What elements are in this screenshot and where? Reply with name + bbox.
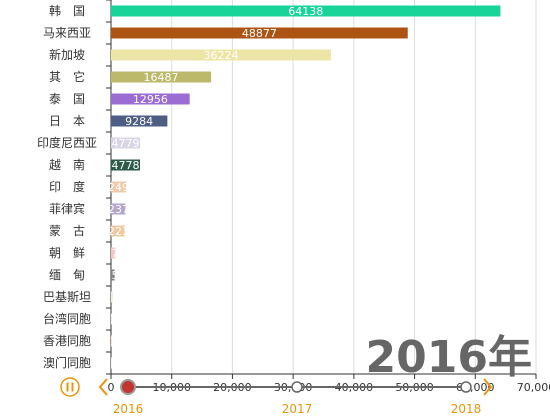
category-label: 缅 甸 [49,268,85,282]
bar-value-label: 36224 [203,49,238,62]
bar [111,49,331,61]
bar [111,203,126,215]
bar [111,137,141,149]
bar-value-label: 4778 [112,159,140,172]
x-tick-label: 70,000 [517,381,550,394]
timeline-year-label[interactable]: 2016 [113,402,144,416]
bar [111,27,408,39]
category-label: 印 度 [49,179,85,194]
bar-value-label: 2237 [108,225,136,238]
timeline-year-label[interactable]: 2018 [451,402,482,416]
bar [111,313,112,325]
category-label: 澳门同胞 [43,355,91,370]
x-tick-label: 0 [108,381,115,394]
bar [111,291,114,303]
year-label: 2016年 [366,332,532,383]
category-label: 台湾同胞 [43,311,91,326]
category-label: 蒙 古 [49,223,85,238]
bar [111,247,116,259]
bar-value-label: 13.6 [110,313,135,326]
grid-lines [171,0,537,374]
bar-value-label: 717 [112,247,133,260]
bar [111,269,115,281]
bar-value-label: 594 [112,269,133,282]
bar-value-label: 12956 [133,93,168,106]
bar [111,115,168,127]
bar-value-label: 2371 [108,203,136,216]
bar-value-label: 9284 [125,115,153,128]
category-label: 越 南 [49,157,85,172]
next-arrow-icon[interactable] [483,378,493,396]
timeline-current-marker[interactable] [120,379,136,395]
bar [111,335,112,347]
prev-arrow-icon[interactable] [98,378,108,396]
bar-value-label: 1.1 [113,357,131,370]
pause-icon[interactable] [60,377,80,397]
bar-value-label: 13.2 [110,335,135,348]
bar [111,5,501,17]
category-label: 其 它 [49,69,85,84]
timeline-marker[interactable] [291,381,303,393]
bar-value-label: 4779 [112,137,140,150]
category-label: 香港同胞 [43,334,91,348]
bar-value-label: 16487 [144,71,179,84]
timeline-year-label[interactable]: 2017 [282,402,313,416]
category-label: 巴基斯坦 [43,290,91,304]
category-label: 泰 国 [49,92,85,106]
bar-value-label: 64138 [288,5,323,18]
bar [111,71,212,83]
category-label: 新加坡 [49,47,85,62]
bar-value-label: 334 [112,291,133,304]
category-label: 菲律宾 [49,201,85,216]
bar [111,357,112,369]
bar [111,159,141,171]
category-label: 韩 国 [49,3,85,18]
category-label: 日 本 [49,114,85,128]
category-label: 朝 鲜 [49,246,85,260]
bars: 64138 48877 36224 16487 12956 9284 4779 4778 249… [108,5,501,370]
bar-value-label: 48877 [242,27,277,40]
bar [111,93,190,105]
bar [111,225,125,237]
bar [111,181,127,193]
timeline[interactable]: 2016 2017 2018 [60,377,493,416]
timeline-marker[interactable] [460,381,472,393]
category-label: 马来西亚 [43,26,91,40]
bar-value-label: 2499 [108,181,136,194]
category-label: 印度尼西亚 [37,135,97,150]
